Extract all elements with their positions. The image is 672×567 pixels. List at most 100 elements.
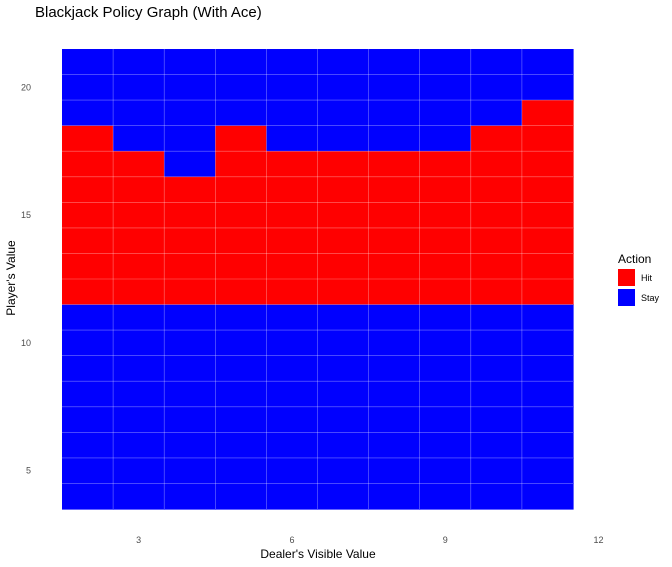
heatmap-cell	[521, 304, 574, 331]
heatmap-cell	[419, 100, 472, 127]
heatmap-cell	[215, 483, 267, 510]
heatmap-cell	[164, 483, 216, 510]
heatmap-cell	[470, 100, 523, 127]
legend-label-stay: Stay	[641, 293, 660, 303]
heatmap-cell	[317, 432, 370, 459]
heatmap-cell	[215, 279, 267, 306]
heatmap-cell	[164, 49, 216, 76]
heatmap-cell	[266, 304, 319, 331]
heatmap-cell	[317, 279, 370, 306]
heatmap-cell	[113, 176, 165, 203]
heatmap-cell	[215, 253, 267, 280]
x-axis-ticks: 3 6 9 12	[136, 535, 603, 545]
heatmap-cell	[62, 74, 114, 101]
heatmap-cell	[317, 176, 370, 203]
heatmap-cell	[317, 125, 370, 152]
heatmap-cell	[368, 355, 421, 382]
y-axis-title: Player's Value	[4, 240, 18, 316]
heatmap-cell	[470, 202, 523, 229]
heatmap-cell	[266, 457, 319, 485]
heatmap-cell	[266, 279, 319, 306]
heatmap-cell	[368, 279, 421, 306]
heatmap-cell	[113, 304, 165, 331]
heatmap-cell	[521, 227, 574, 255]
heatmap-cell	[62, 253, 114, 280]
heatmap-cell	[164, 432, 216, 459]
heatmap-cell	[164, 176, 216, 203]
heatmap-cell	[470, 253, 523, 280]
heatmap-cell	[521, 483, 574, 510]
heatmap-cell	[317, 100, 370, 127]
heatmap-cell	[164, 304, 216, 331]
heatmap-cell	[470, 151, 523, 178]
heatmap-cell	[266, 49, 319, 76]
heatmap-cell	[419, 432, 472, 459]
heatmap-cell	[521, 49, 574, 76]
heatmap-cell	[419, 381, 472, 408]
heatmap-cell	[113, 125, 165, 152]
heatmap-cell	[215, 432, 267, 459]
heatmap-cell	[113, 483, 165, 510]
heatmap-cell	[215, 227, 267, 255]
heatmap-cell	[521, 355, 574, 382]
heatmap-cell	[164, 330, 216, 357]
y-tick-label: 10	[21, 338, 31, 348]
heatmap-cell	[521, 330, 574, 357]
heatmap-cell	[419, 227, 472, 255]
legend-key-stay	[618, 289, 635, 306]
heatmap-cell	[419, 125, 472, 152]
heatmap-cell	[164, 253, 216, 280]
heatmap-cell	[470, 304, 523, 331]
x-axis-title: Dealer's Visible Value	[260, 547, 376, 561]
heatmap-cell	[62, 49, 114, 76]
gridlines	[62, 49, 573, 509]
heatmap-cell	[113, 74, 165, 101]
heatmap-cell	[266, 253, 319, 280]
heatmap-cell	[62, 279, 114, 306]
heatmap-cell	[215, 125, 267, 152]
heatmap-cell	[419, 279, 472, 306]
y-axis-ticks: 5 10 15 20	[21, 82, 31, 475]
heatmap-cell	[470, 279, 523, 306]
heatmap-cell	[419, 253, 472, 280]
heatmap-cell	[368, 483, 421, 510]
heatmap-cell	[62, 125, 114, 152]
heatmap-cell	[62, 355, 114, 382]
heatmap-cell	[266, 74, 319, 101]
heatmap-cell	[317, 227, 370, 255]
heatmap-cell	[470, 49, 523, 76]
heatmap-cell	[215, 74, 267, 101]
heatmap-cell	[317, 355, 370, 382]
heatmap-cell	[470, 483, 523, 510]
heatmap-cell	[164, 406, 216, 433]
heatmap-cell	[419, 406, 472, 433]
heatmap-cell	[62, 381, 114, 408]
heatmap-cell	[470, 432, 523, 459]
heatmap-cell	[419, 304, 472, 331]
heatmap-cell	[113, 279, 165, 306]
heatmap-cell	[521, 74, 574, 101]
heatmap-cell	[521, 279, 574, 306]
heatmap-cell	[317, 330, 370, 357]
heatmap-cell	[368, 432, 421, 459]
heatmap-cell	[521, 381, 574, 408]
x-tick-label: 3	[136, 535, 141, 545]
heatmap-cell	[266, 381, 319, 408]
heatmap-cell	[215, 304, 267, 331]
heatmap-cell	[368, 100, 421, 127]
legend-entries: Hit Stay	[618, 269, 660, 306]
heatmap-cell	[62, 227, 114, 255]
heatmap-cell	[419, 355, 472, 382]
heatmap-cell	[62, 100, 114, 127]
heatmap-cell	[317, 151, 370, 178]
heatmap-cell	[215, 49, 267, 76]
heatmap-cell	[62, 457, 114, 485]
heatmap-cell	[317, 406, 370, 433]
heatmap-cell	[113, 151, 165, 178]
heatmap-cell	[470, 74, 523, 101]
heatmap-cell	[62, 432, 114, 459]
heatmap-cell	[368, 202, 421, 229]
heatmap-cell	[215, 381, 267, 408]
heatmap-cell	[62, 406, 114, 433]
heatmap-cell	[521, 100, 574, 127]
